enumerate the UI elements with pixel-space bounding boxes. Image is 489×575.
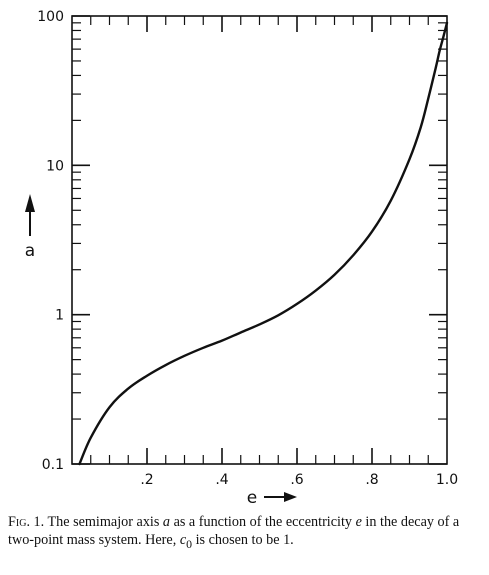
x-tick-label: .2	[140, 472, 153, 488]
y-axis-label-group: a	[25, 194, 35, 261]
chart: 0.1 1 10 100 .2 .4 .6 .8 1.0 a e	[25, 9, 458, 508]
caption-text-4: is chosen to be 1.	[192, 531, 294, 548]
x-tick-label: .4	[215, 472, 228, 488]
major-ticks	[72, 15, 447, 465]
caption-lead: Fig. 1.	[8, 514, 45, 530]
tick-labels: 0.1 1 10 100 .2 .4 .6 .8 1.0	[37, 9, 458, 488]
caption-text-1: The semimajor axis	[44, 514, 163, 530]
x-axis-label-group: e	[247, 488, 297, 508]
caption-text-3: in the decay of a two-point mass system.…	[8, 514, 460, 548]
x-tick-label: 1.0	[436, 472, 458, 488]
x-tick-label: .8	[365, 472, 378, 488]
caption-var-c0: c	[179, 531, 187, 548]
y-arrow-icon	[25, 194, 35, 212]
minor-ticks	[72, 16, 447, 464]
x-arrow-icon	[284, 492, 297, 502]
y-tick-label: 1	[55, 308, 64, 324]
caption-var-e: e	[355, 514, 362, 530]
series-curve	[78, 21, 449, 466]
caption-var-a: a	[162, 514, 171, 530]
x-axis-label: e	[247, 488, 257, 508]
y-tick-label: 10	[46, 158, 64, 174]
y-axis-label: a	[25, 241, 35, 261]
figure-caption: Fig. 1. The semimajor axis a as a functi…	[8, 514, 482, 553]
y-tick-label: 100	[37, 9, 64, 25]
y-tick-label: 0.1	[42, 457, 64, 473]
x-tick-label: .6	[290, 472, 303, 488]
plot-frame	[71, 15, 448, 465]
caption-sub-0: 0	[186, 536, 193, 551]
caption-text-2: as a function of the eccentricity	[170, 514, 356, 530]
